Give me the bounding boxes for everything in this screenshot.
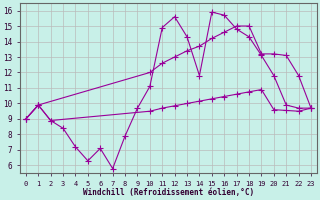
X-axis label: Windchill (Refroidissement éolien,°C): Windchill (Refroidissement éolien,°C) xyxy=(83,188,254,197)
